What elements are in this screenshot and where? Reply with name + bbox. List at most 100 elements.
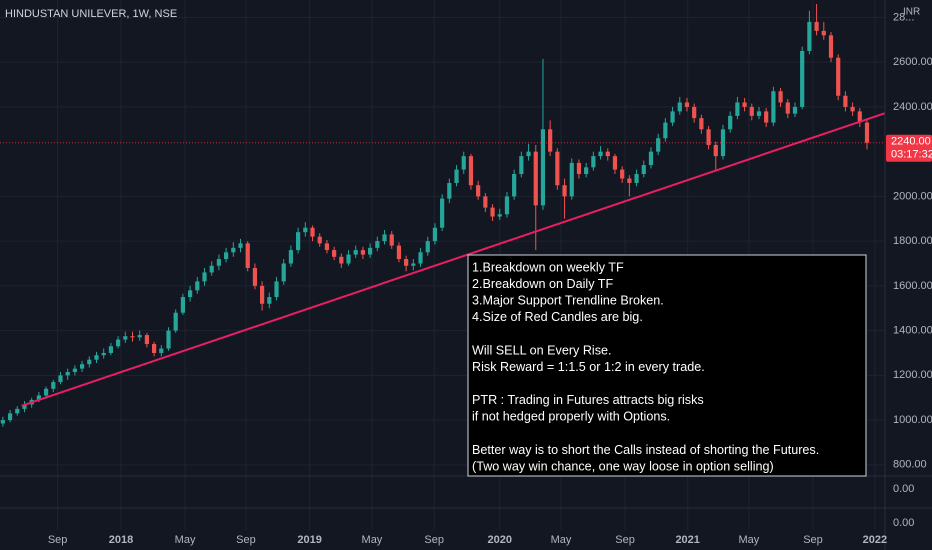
candle-body bbox=[807, 21, 812, 51]
candle-body bbox=[0, 420, 5, 424]
candle-body bbox=[497, 214, 502, 217]
x-tick-label: 2022 bbox=[863, 534, 887, 546]
y-tick-label: 1200.00 bbox=[893, 369, 932, 381]
x-tick-label: 2021 bbox=[675, 534, 699, 546]
candle-body bbox=[706, 129, 711, 145]
candle-body bbox=[454, 169, 459, 183]
candle-body bbox=[224, 252, 229, 260]
candle-body bbox=[238, 243, 243, 248]
candle-body bbox=[252, 267, 258, 286]
candle-body bbox=[274, 281, 279, 298]
candle-body bbox=[656, 138, 661, 152]
candle-body bbox=[389, 234, 394, 246]
candle-body bbox=[353, 250, 358, 255]
candle-body bbox=[418, 252, 423, 264]
chart-title: HINDUSTAN UNILEVER, 1W, NSE bbox=[5, 8, 177, 20]
candle-body bbox=[692, 106, 697, 119]
candle-body bbox=[713, 144, 718, 157]
candle-body bbox=[396, 245, 402, 260]
y-tick-label: 2400.00 bbox=[893, 101, 932, 113]
y-tick-label: 28... bbox=[893, 11, 914, 23]
x-tick-label: Sep bbox=[424, 534, 444, 546]
candle-body bbox=[648, 151, 654, 166]
candle-body bbox=[144, 335, 149, 345]
annotation-line: Will SELL on Every Rise. bbox=[472, 343, 612, 357]
candle-body bbox=[87, 359, 92, 365]
candle-body bbox=[857, 111, 862, 123]
candle-body bbox=[836, 57, 841, 96]
candle-body bbox=[605, 151, 610, 157]
candle-body bbox=[404, 259, 409, 266]
candle-body bbox=[115, 339, 121, 347]
candle-body bbox=[677, 102, 682, 112]
candle-body bbox=[216, 259, 222, 266]
candle-body bbox=[195, 281, 200, 291]
candle-body bbox=[152, 344, 157, 353]
candle-body bbox=[368, 247, 373, 255]
candle-body bbox=[821, 30, 826, 36]
candle-body bbox=[720, 129, 726, 157]
annotation-line: (Two way win chance, one way loose in op… bbox=[472, 460, 774, 474]
candle-body bbox=[771, 91, 776, 123]
candle-body bbox=[526, 151, 531, 157]
candle-body bbox=[800, 51, 805, 107]
last-price-badge bbox=[886, 134, 932, 162]
candle-body bbox=[79, 364, 85, 369]
x-tick-label: Sep bbox=[48, 534, 68, 546]
candle-body bbox=[476, 185, 481, 197]
candle-body bbox=[324, 243, 330, 251]
x-tick-label: 2020 bbox=[488, 534, 512, 546]
candle-body bbox=[180, 297, 186, 313]
annotation-line: 3.Major Support Trendline Broken. bbox=[472, 294, 664, 308]
candle-body bbox=[843, 95, 848, 107]
candle-body bbox=[735, 102, 740, 116]
candle-body bbox=[461, 156, 466, 170]
candle-body bbox=[15, 408, 20, 414]
candle-body bbox=[512, 174, 517, 197]
y-tick-label: 800.00 bbox=[893, 459, 927, 471]
x-tick-label: May bbox=[551, 534, 572, 546]
annotation-line: 2.Breakdown on Daily TF bbox=[472, 277, 613, 291]
candle-body bbox=[533, 151, 538, 206]
y-tick-label: 2600.00 bbox=[893, 56, 932, 68]
annotation-line: Risk Reward = 1:1.5 or 1:2 in every trad… bbox=[472, 360, 705, 374]
candle-body bbox=[267, 297, 272, 304]
candle-body bbox=[22, 404, 27, 409]
candle-body bbox=[576, 162, 582, 175]
candle-body bbox=[584, 167, 589, 175]
candle-body bbox=[728, 115, 733, 130]
x-tick-label: Sep bbox=[615, 534, 635, 546]
candle-body bbox=[519, 156, 524, 175]
candle-body bbox=[670, 111, 675, 123]
x-tick-label: 2018 bbox=[109, 534, 133, 546]
candle-body bbox=[382, 234, 387, 242]
annotation-line: if not hedged properly with Options. bbox=[472, 410, 670, 424]
candle-body bbox=[620, 169, 625, 179]
candle-body bbox=[850, 106, 855, 112]
candle-body bbox=[828, 35, 834, 58]
candle-body bbox=[483, 196, 488, 208]
pane-tick-label: 0.00 bbox=[893, 483, 914, 495]
candle-body bbox=[58, 375, 63, 383]
candle-body bbox=[540, 129, 546, 206]
candle-body bbox=[490, 207, 495, 217]
candle-body bbox=[360, 250, 366, 255]
annotation-line: 4.Size of Red Candles are big. bbox=[472, 310, 643, 324]
candle-body bbox=[281, 263, 286, 282]
annotation-line: 1.Breakdown on weekly TF bbox=[472, 260, 624, 274]
candle-body bbox=[245, 243, 250, 268]
y-tick-label: 1600.00 bbox=[893, 280, 932, 292]
annotation-background bbox=[467, 254, 867, 477]
candle-body bbox=[202, 272, 207, 282]
candle-body bbox=[310, 227, 315, 237]
candle-body bbox=[130, 336, 135, 338]
candle-body bbox=[36, 395, 41, 400]
candle-body bbox=[101, 352, 106, 356]
candle-body bbox=[166, 330, 171, 349]
x-tick-label: 2019 bbox=[297, 534, 321, 546]
candle-body bbox=[440, 198, 445, 228]
candle-body bbox=[814, 21, 819, 31]
annotation-line: PTR : Trading in Futures attracts big ri… bbox=[472, 393, 704, 407]
candle-body bbox=[742, 102, 747, 107]
candle-body bbox=[663, 122, 668, 139]
